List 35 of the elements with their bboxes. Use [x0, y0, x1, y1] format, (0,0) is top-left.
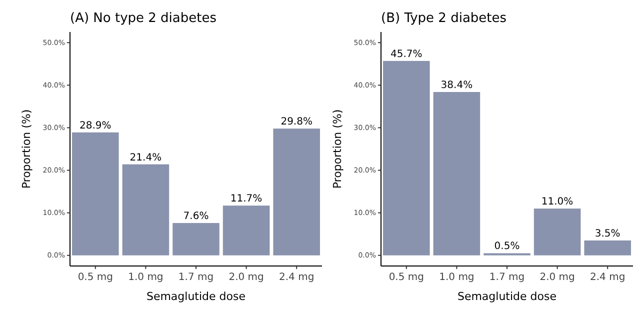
- x-tick-label: 1.7 mg: [178, 272, 214, 283]
- chart-title: (B) Type 2 diabetes: [381, 11, 507, 26]
- x-tick-label: 1.0 mg: [128, 272, 164, 283]
- y-axis-title: Proportion (%): [331, 109, 344, 189]
- chart-title: (A) No type 2 diabetes: [70, 11, 217, 26]
- x-tick-label: 2.0 mg: [540, 272, 575, 283]
- x-tick-label: 0.5 mg: [78, 272, 113, 283]
- data-label: 11.7%: [230, 194, 262, 205]
- bar: [122, 164, 170, 256]
- data-label: 45.7%: [390, 48, 422, 60]
- data-label: 38.4%: [440, 80, 473, 91]
- x-axis-title: Semaglutide dose: [146, 290, 246, 303]
- x-tick-label: 0.5 mg: [388, 272, 424, 283]
- data-label: 21.4%: [130, 152, 162, 164]
- bar: [222, 206, 270, 256]
- x-tick-label: 2.4 mg: [590, 272, 626, 283]
- bar: [534, 208, 581, 256]
- data-label: 29.8%: [280, 116, 312, 128]
- x-tick-label: 2.4 mg: [279, 272, 314, 283]
- bar: [172, 223, 220, 256]
- bar: [383, 60, 430, 256]
- data-label: 11.0%: [541, 196, 574, 208]
- bar: [72, 132, 119, 256]
- x-tick-label: 2.0 mg: [228, 272, 264, 283]
- data-label: 7.6%: [183, 211, 209, 222]
- x-axis-title: Semaglutide dose: [457, 290, 557, 303]
- bar: [273, 128, 320, 256]
- data-label: 3.5%: [594, 228, 620, 240]
- x-tick-label: 1.0 mg: [439, 272, 474, 283]
- data-label: 0.5%: [494, 241, 520, 252]
- y-axis-title: Proportion (%): [20, 109, 33, 189]
- bar: [584, 240, 631, 256]
- bar: [433, 92, 480, 256]
- data-label: 28.9%: [80, 120, 112, 132]
- x-tick-label: 1.7 mg: [489, 272, 525, 283]
